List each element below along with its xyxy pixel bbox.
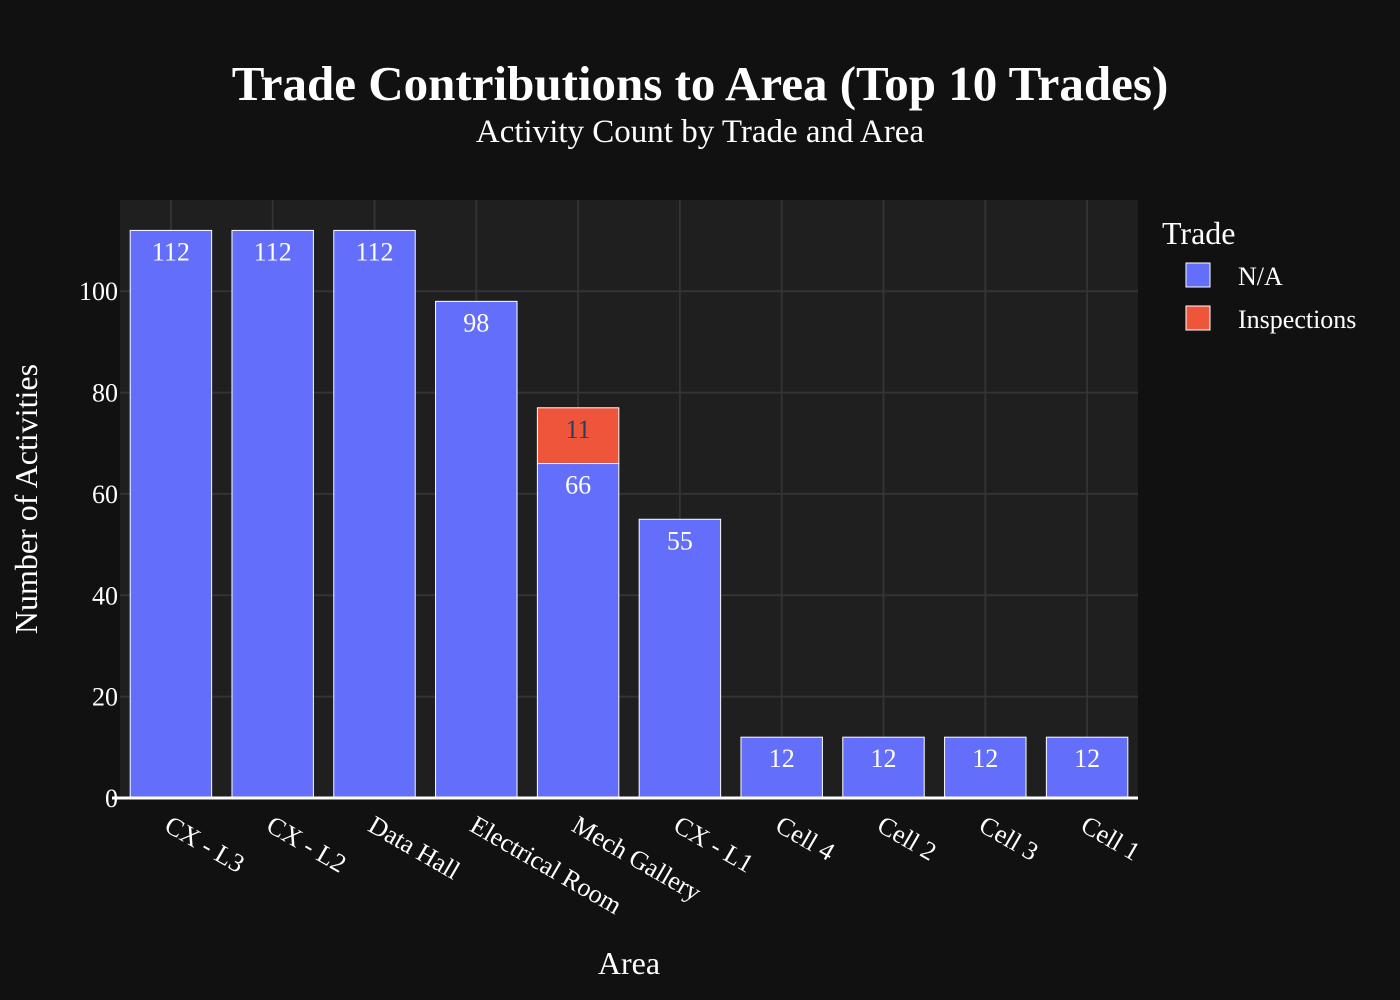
bar-value-label: 55 [667,526,693,555]
bar-na [129,229,213,799]
y-tick-label: 80 [92,379,118,408]
bar-value-label: 112 [254,237,292,266]
y-axis-title: Number of Activities [8,364,44,634]
bar-na [435,300,518,799]
bar-value-label: 11 [566,415,591,444]
legend-label[interactable]: N/A [1238,262,1283,291]
bar-labels: 112 112 112 98 66 11 55 12 12 12 12 [152,237,1100,773]
legend-label[interactable]: Inspections [1238,305,1356,334]
bar-na [1045,736,1129,799]
bar-value-label: 112 [355,237,393,266]
bar-na [231,229,314,799]
bar-value-label: 98 [463,308,489,337]
bar-inspections [536,407,620,465]
y-tick-label: 40 [92,581,118,610]
bar-value-label: 66 [565,471,591,500]
bar-value-label: 12 [972,744,998,773]
legend-swatch[interactable] [1185,305,1211,331]
y-tick-label: 100 [79,277,118,306]
y-tick-label: 60 [92,480,118,509]
bar-value-label: 12 [871,744,897,773]
chart-subtitle: Activity Count by Trade and Area [476,114,925,150]
legend-items: N/A Inspections [1185,262,1356,334]
bar-na [536,463,620,799]
bar-na [740,736,823,799]
bar-na [333,229,416,799]
bar-na [842,736,925,799]
bar-value-label: 12 [1074,744,1100,773]
chart-title: Trade Contributions to Area (Top 10 Trad… [232,56,1169,111]
legend-swatch[interactable] [1185,262,1211,288]
bars [129,229,1129,799]
x-axis-title: Area [598,945,660,981]
legend: Trade N/A Inspections [1162,215,1356,334]
bar-value-label: 12 [769,744,795,773]
legend-title: Trade [1162,215,1235,251]
bar-na [638,518,722,799]
y-tick-label: 0 [105,784,118,813]
bar-value-label: 112 [152,237,190,266]
y-tick-label: 20 [92,683,118,712]
